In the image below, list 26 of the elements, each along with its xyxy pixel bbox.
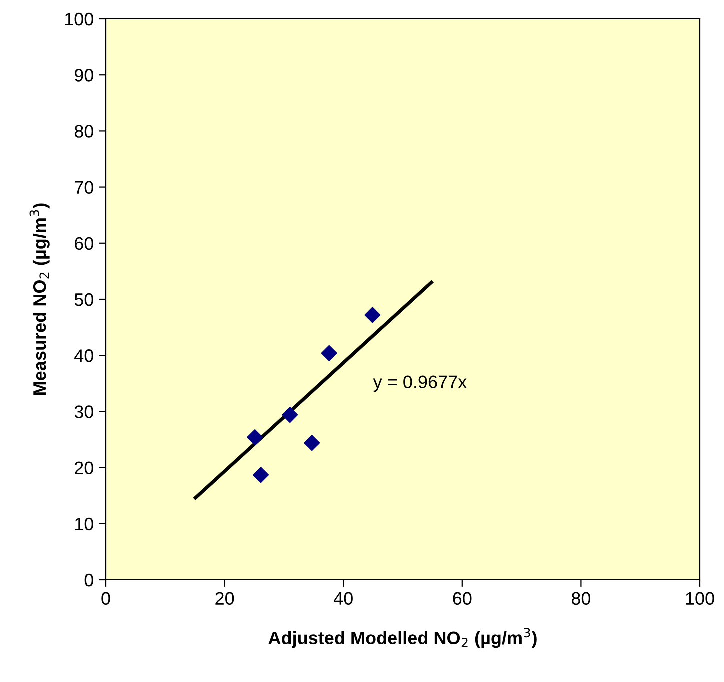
y-tick-label: 80: [74, 125, 94, 138]
point: [304, 435, 320, 452]
annotation: y = 0.9677x: [373, 376, 467, 392]
point: [253, 467, 270, 484]
y-tick-label: 70: [75, 181, 94, 194]
x-axis-title: Adjusted Modelled NO$_{2}$ (µg/m$^{3}$): [268, 628, 537, 648]
y-tick-label: 40: [74, 350, 94, 362]
x-tick-label: 100: [686, 592, 714, 606]
y-tick-label: 10: [75, 518, 94, 531]
x-tick-label: 0: [102, 592, 110, 606]
y-tick-label: 20: [75, 462, 94, 475]
y-tick-label: 90: [74, 69, 94, 82]
point: [364, 307, 381, 324]
point: [247, 430, 264, 446]
y-tick-label: 60: [75, 237, 94, 250]
y-tick-label: 50: [74, 293, 94, 306]
x-tick-label: 80: [572, 592, 591, 606]
x-tick-label: 20: [216, 592, 234, 606]
x-tick-label: 60: [453, 592, 472, 606]
point: [321, 345, 338, 362]
x-tick-label: 40: [334, 592, 353, 606]
y-tick-label: 30: [74, 406, 94, 418]
y-axis-title: Measured NO$_{2}$ (µg/m$^{3}$): [30, 204, 50, 395]
y-tick-label: 0: [84, 574, 94, 587]
point: [282, 407, 298, 424]
y-tick-label: 100: [65, 12, 94, 26]
